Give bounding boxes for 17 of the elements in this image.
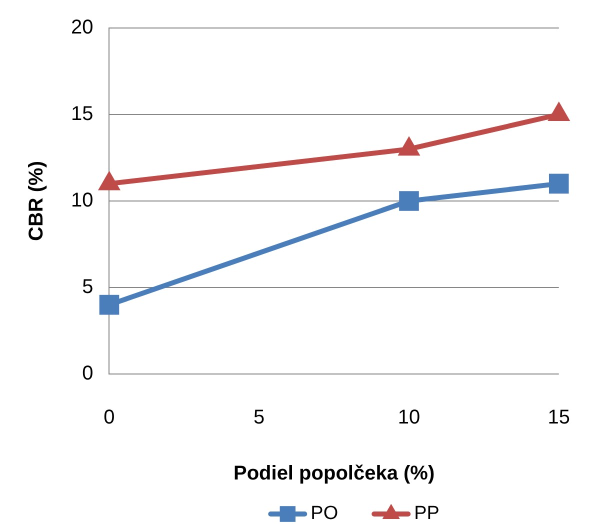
y-tick-label: 20 bbox=[70, 16, 94, 39]
y-tick-label: 10 bbox=[70, 190, 94, 212]
point bbox=[398, 136, 420, 156]
x-tick-label: 10 bbox=[398, 406, 420, 429]
point bbox=[99, 294, 120, 315]
y-tick-label: 15 bbox=[70, 103, 94, 126]
point bbox=[98, 170, 121, 190]
x-axis-title: Podiel popolčeka (%) bbox=[233, 462, 435, 485]
y-tick-label: 0 bbox=[82, 362, 94, 385]
legend-label: PO bbox=[310, 503, 338, 524]
y-axis-title: CBR (%) bbox=[26, 161, 48, 241]
x-tick-label: 0 bbox=[104, 406, 115, 429]
x-tick-label: 5 bbox=[254, 406, 265, 429]
legend-label: PP bbox=[414, 503, 440, 524]
y-tick-label: 5 bbox=[82, 276, 94, 298]
point bbox=[548, 102, 570, 121]
x-tick-label: 15 bbox=[548, 406, 570, 429]
